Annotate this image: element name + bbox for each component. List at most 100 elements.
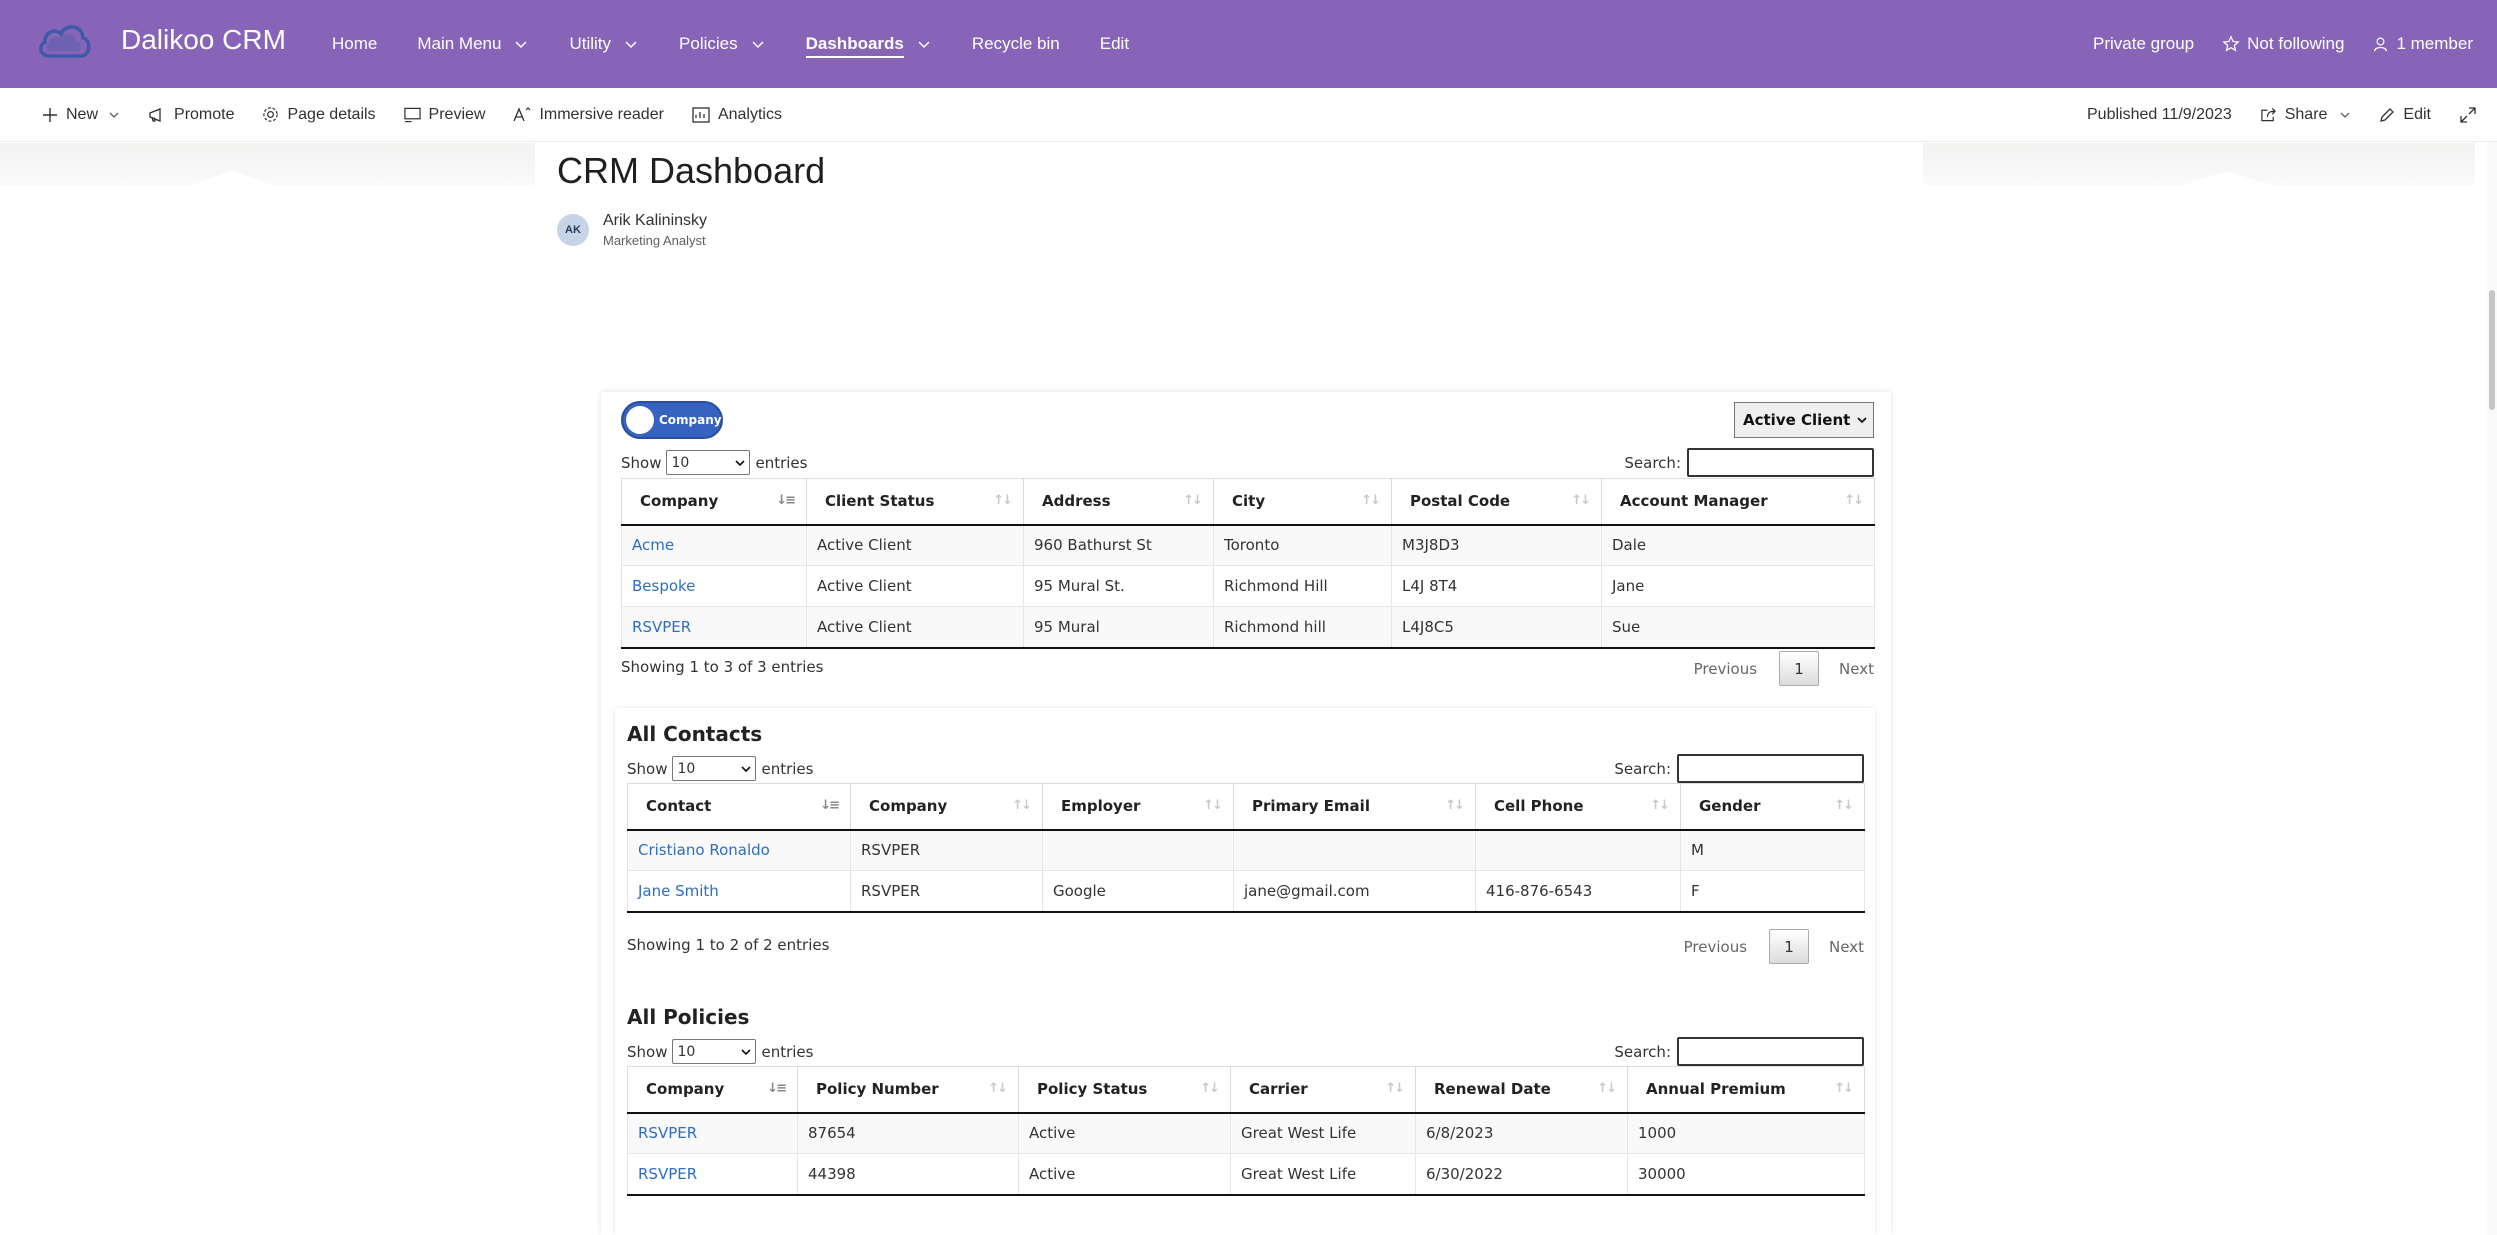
site-title[interactable]: Dalikoo CRM: [121, 24, 286, 55]
page-length-select[interactable]: 10: [672, 756, 757, 781]
nav-item-dashboards[interactable]: Dashboards: [805, 0, 932, 88]
follow-button[interactable]: Not following: [2222, 34, 2344, 54]
sort-icon: ↑↓: [1597, 1081, 1617, 1096]
sort-icon: ↑↓: [1361, 493, 1381, 508]
previous-button[interactable]: Previous: [1693, 659, 1758, 678]
column-header-label: Account Manager: [1620, 492, 1768, 511]
show-label: Show: [621, 453, 662, 472]
nav-item-label: Policies: [679, 34, 738, 53]
row-link[interactable]: RSVPER: [632, 617, 692, 636]
search-input[interactable]: [1687, 448, 1874, 477]
company-toggle[interactable]: Company: [621, 401, 723, 439]
table-info: Showing 1 to 2 of 2 entries: [627, 936, 830, 954]
star-icon: [2222, 35, 2240, 52]
scrollbar-thumb[interactable]: [2489, 290, 2495, 410]
column-header[interactable]: Company ↓≡: [627, 1066, 798, 1114]
sort-icon: ↑↓: [1183, 493, 1203, 508]
show-label: Show: [627, 759, 668, 778]
promote-button[interactable]: Promote: [148, 106, 234, 124]
preview-button[interactable]: Preview: [403, 106, 485, 124]
column-header[interactable]: Cell Phone ↑↓: [1475, 783, 1681, 831]
nav-item-policies[interactable]: Policies: [679, 0, 766, 88]
share-button[interactable]: Share: [2260, 106, 2352, 124]
column-header[interactable]: City ↑↓: [1213, 478, 1392, 526]
column-header[interactable]: Policy Status ↑↓: [1018, 1066, 1231, 1114]
page-details-button[interactable]: Page details: [262, 106, 376, 124]
column-header[interactable]: Gender ↑↓: [1680, 783, 1865, 831]
table-info: Showing 1 to 3 of 3 entries: [621, 658, 824, 676]
members-button[interactable]: 1 member: [2372, 34, 2473, 54]
nav-item-main-menu[interactable]: Main Menu: [417, 0, 529, 88]
next-button[interactable]: Next: [1829, 937, 1864, 956]
site-status: Private group Not following 1 member: [2065, 0, 2473, 88]
table-row: RSVPER 87654 Active Great West Life 6/8/2023…: [627, 1112, 1865, 1154]
column-header[interactable]: Client Status ↑↓: [806, 478, 1024, 526]
column-header[interactable]: Annual Premium ↑↓: [1627, 1066, 1865, 1114]
client-status-select[interactable]: Active Client: [1734, 402, 1874, 438]
table-cell: M: [1680, 829, 1865, 871]
page-length-select[interactable]: 10: [666, 450, 751, 475]
column-header[interactable]: Employer ↑↓: [1042, 783, 1234, 831]
page-length-select[interactable]: 10: [672, 1039, 757, 1064]
avatar[interactable]: AK: [557, 214, 589, 246]
table-cell: Active: [1018, 1112, 1231, 1154]
new-button[interactable]: New: [42, 106, 120, 124]
chevron-down-icon: [1857, 417, 1867, 424]
column-header[interactable]: Carrier ↑↓: [1230, 1066, 1416, 1114]
column-header[interactable]: Address ↑↓: [1023, 478, 1214, 526]
sort-icon: ↑↓: [993, 493, 1013, 508]
contacts-table-wrapper: Show 10 entries Search: Contact ↓≡ Company ↑↓ Em…: [627, 754, 1865, 976]
row-link[interactable]: RSVPER: [638, 1124, 698, 1143]
table-cell: Sue: [1601, 606, 1875, 649]
header-banner-left: [0, 143, 535, 185]
column-header-label: Primary Email: [1252, 797, 1370, 816]
row-link[interactable]: RSVPER: [638, 1164, 698, 1183]
row-link[interactable]: Acme: [632, 536, 675, 555]
column-header[interactable]: Contact ↓≡: [627, 783, 851, 831]
sort-icon: ↑↓: [1385, 1081, 1405, 1096]
nav-item-edit[interactable]: Edit: [1100, 0, 1129, 88]
column-header[interactable]: Primary Email ↑↓: [1233, 783, 1476, 831]
cloud-logo-icon[interactable]: [36, 18, 92, 62]
column-header[interactable]: Account Manager ↑↓: [1601, 478, 1875, 526]
table-row: Jane Smith RSVPER Google jane@gmail.com 416-…: [627, 870, 1865, 913]
sort-icon: ↑↓: [1445, 798, 1465, 813]
table-cell: Dale: [1601, 524, 1875, 566]
row-link[interactable]: Cristiano Ronaldo: [638, 841, 770, 860]
author-name[interactable]: Arik Kalininsky: [603, 212, 708, 229]
search-input[interactable]: [1677, 754, 1864, 783]
edit-button[interactable]: Edit: [2379, 106, 2431, 124]
page-1-button[interactable]: 1: [1769, 929, 1810, 964]
table-row: Bespoke Active Client 95 Mural St. Richmond…: [621, 565, 1875, 607]
column-header-label: Company: [646, 1080, 725, 1099]
analytics-icon: [692, 106, 710, 123]
page-1-button[interactable]: 1: [1779, 651, 1820, 686]
immersive-reader-button[interactable]: Immersive reader: [513, 106, 664, 124]
sort-icon: ↑↓: [988, 1081, 1008, 1096]
table-cell: jane@gmail.com: [1233, 870, 1476, 913]
entries-label: entries: [755, 453, 808, 472]
column-header[interactable]: Renewal Date ↑↓: [1415, 1066, 1628, 1114]
analytics-button[interactable]: Analytics: [692, 106, 782, 124]
client-status-value: Active Client: [1743, 411, 1851, 429]
nav-item-utility[interactable]: Utility: [569, 0, 639, 88]
column-header[interactable]: Company ↑↓: [850, 783, 1043, 831]
column-header-label: Policy Status: [1037, 1080, 1148, 1099]
column-header[interactable]: Company ↓≡: [621, 478, 807, 526]
column-header[interactable]: Policy Number ↑↓: [797, 1066, 1019, 1114]
author-byline[interactable]: AK Arik Kalininsky Marketing Analyst: [557, 212, 707, 248]
nav-item-label: Utility: [569, 34, 612, 53]
column-header[interactable]: Postal Code ↑↓: [1391, 478, 1602, 526]
search-input[interactable]: [1677, 1037, 1864, 1066]
nav-item-recycle-bin[interactable]: Recycle bin: [972, 0, 1060, 88]
toggle-label: Company: [659, 413, 722, 427]
page-scrollbar[interactable]: [2487, 142, 2497, 1235]
command-bar: New Promote Page details Preview Immersi…: [0, 88, 2497, 142]
row-link[interactable]: Bespoke: [632, 577, 696, 595]
page-length-value: 10: [677, 760, 696, 777]
nav-item-home[interactable]: Home: [332, 0, 377, 88]
next-button[interactable]: Next: [1839, 659, 1874, 678]
expand-button[interactable]: [2459, 106, 2477, 124]
row-link[interactable]: Jane Smith: [638, 881, 719, 900]
previous-button[interactable]: Previous: [1683, 937, 1748, 956]
